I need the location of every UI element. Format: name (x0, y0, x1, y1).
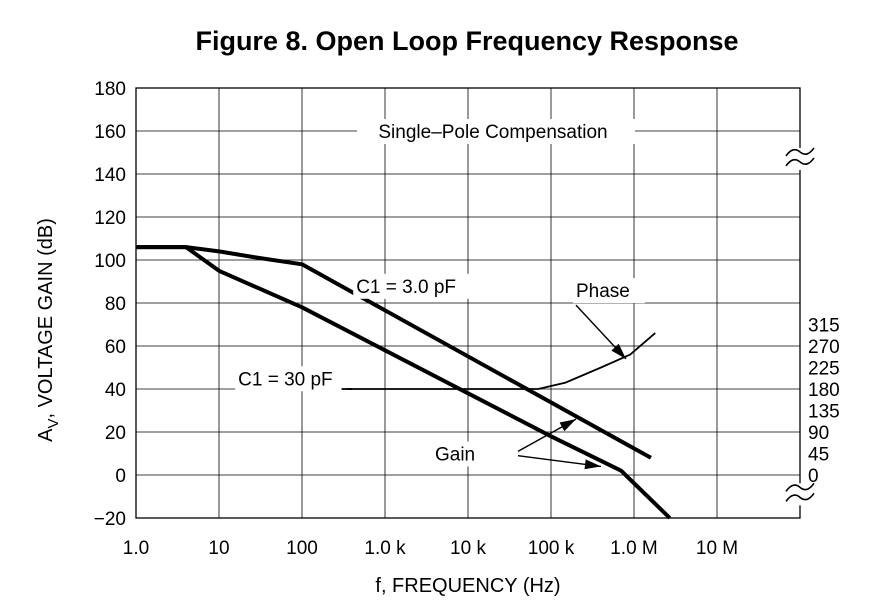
y-tick-label-3: 120 (94, 208, 126, 229)
x-tick-labels: 1.0 10 100 1.0 k 10 k 100 k 1.0 M 10 M (123, 538, 738, 559)
x-tick-label-2: 100 (286, 538, 318, 559)
annotation-c1-30pf: C1 = 30 pF (238, 369, 333, 390)
y-tick-label-0: 180 (94, 79, 126, 100)
y2-tick-label-1: 270 (808, 337, 840, 358)
gain-arrow-lower-head (584, 459, 601, 470)
annotation-gain-background (431, 441, 490, 467)
y-axis-label-main: A (35, 428, 57, 442)
y-tick-labels: 180 160 140 120 100 80 60 40 20 0 −20 (94, 79, 126, 530)
annotation-phase: Phase (576, 281, 630, 302)
x-axis-label: f, FREQUENCY (Hz) (375, 575, 560, 597)
y2-tick-label-4: 135 (808, 402, 840, 423)
x-tick-label-1: 10 (208, 538, 229, 559)
axis-break-mask-0 (798, 147, 822, 170)
y2-tick-label-5: 90 (808, 423, 829, 444)
axis-break-upper-0 (785, 147, 815, 157)
x-tick-label-7: 10 M (696, 538, 738, 559)
y-axis-label-sub: V (45, 419, 62, 429)
y-tick-label-7: 40 (105, 380, 126, 401)
annotation-gain: Gain (435, 445, 475, 466)
axis-breaks (785, 147, 822, 506)
axis-break-lower-0 (785, 157, 815, 167)
x-tick-label-3: 1.0 k (364, 538, 406, 559)
annotation-phase-background (572, 278, 645, 304)
x-tick-label-4: 10 k (450, 538, 486, 559)
y2-tick-label-0: 315 (808, 316, 840, 337)
annotation-single-pole: Single–Pole Compensation (378, 122, 607, 143)
y2-tick-label-2: 225 (808, 359, 840, 380)
y-tick-label-8: 20 (105, 423, 126, 444)
plot-frame (135, 87, 801, 519)
series-gain-c1-30pf (136, 245, 672, 520)
y-axis-label-rest: , VOLTAGE GAIN (dB) (35, 218, 57, 418)
grid (135, 87, 800, 519)
y2-tick-label-7: 0 (808, 466, 819, 487)
axis-break-lower-1 (785, 492, 815, 502)
x-tick-label-0: 1.0 (123, 538, 149, 559)
annotation-c1-30pf-background (235, 366, 348, 392)
y-tick-label-6: 60 (105, 337, 126, 358)
annotation-single-pole-background (356, 119, 635, 144)
chart-title: Figure 8. Open Loop Frequency Response (195, 26, 738, 56)
y-tick-label-2: 140 (94, 165, 126, 186)
y-tick-label-4: 100 (94, 251, 126, 272)
series-phase (341, 332, 656, 390)
y-tick-label-1: 160 (94, 122, 126, 143)
phase-arrow-head (611, 343, 626, 359)
y-tick-label-5: 80 (105, 294, 126, 315)
y-tick-label-9: 0 (115, 466, 126, 487)
y2-tick-label-3: 180 (808, 380, 840, 401)
gain-arrow-upper-head (559, 419, 576, 432)
x-tick-label-6: 1.0 M (610, 538, 658, 559)
y2-tick-label-6: 45 (808, 445, 829, 466)
annotation-c1-3pf-background (353, 273, 478, 299)
y-tick-label-10: −20 (94, 509, 126, 530)
x-tick-label-5: 100 k (528, 538, 575, 559)
axis-break-mask-1 (798, 483, 822, 506)
y-axis-label: AV, VOLTAGE GAIN (dB) (35, 218, 62, 442)
annotation-c1-3pf: C1 = 3.0 pF (356, 277, 456, 298)
axis-break-upper-1 (785, 482, 815, 492)
annotation-leaders (341, 304, 627, 470)
